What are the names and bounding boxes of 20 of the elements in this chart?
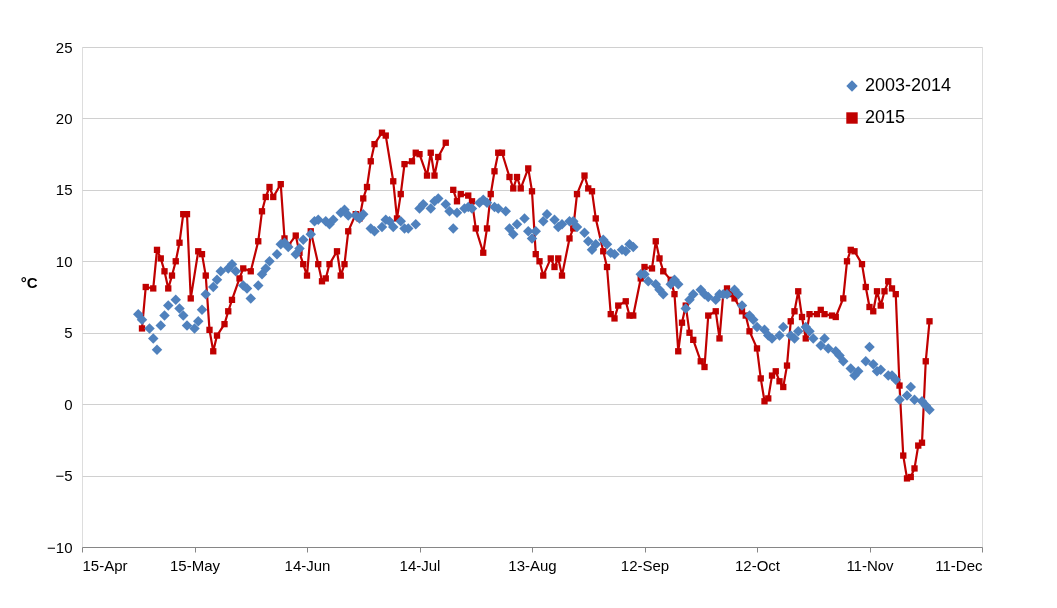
x-tick-label: 13-Aug: [508, 556, 557, 574]
x-tick-label: 14-Jul: [399, 556, 441, 574]
x-tick-label: 15-May: [169, 556, 221, 574]
y-tick-label: 15: [55, 181, 73, 199]
x-tick-label: 15-Apr: [82, 556, 128, 574]
x-tick-label: 11-Nov: [846, 556, 895, 574]
y-axis-title: °C: [20, 273, 38, 291]
x-tick-label: 12-Oct: [734, 556, 781, 574]
y-tick-label: 0: [64, 395, 73, 413]
x-tick-label: 11-Dec: [935, 556, 983, 574]
x-tick-label: 12-Sep: [620, 556, 670, 574]
y-tick-label: 20: [55, 109, 73, 127]
legend-label: 2015: [865, 107, 906, 127]
x-tick-label: 14-Jun: [284, 556, 331, 574]
legend-label: 2003-2014: [865, 75, 952, 95]
y-tick-label: 10: [55, 252, 73, 270]
y-tick-label: 5: [64, 324, 73, 342]
y-tick-label: −10: [47, 538, 73, 556]
y-tick-label: −5: [55, 467, 73, 485]
y-tick-label: 25: [55, 38, 73, 56]
